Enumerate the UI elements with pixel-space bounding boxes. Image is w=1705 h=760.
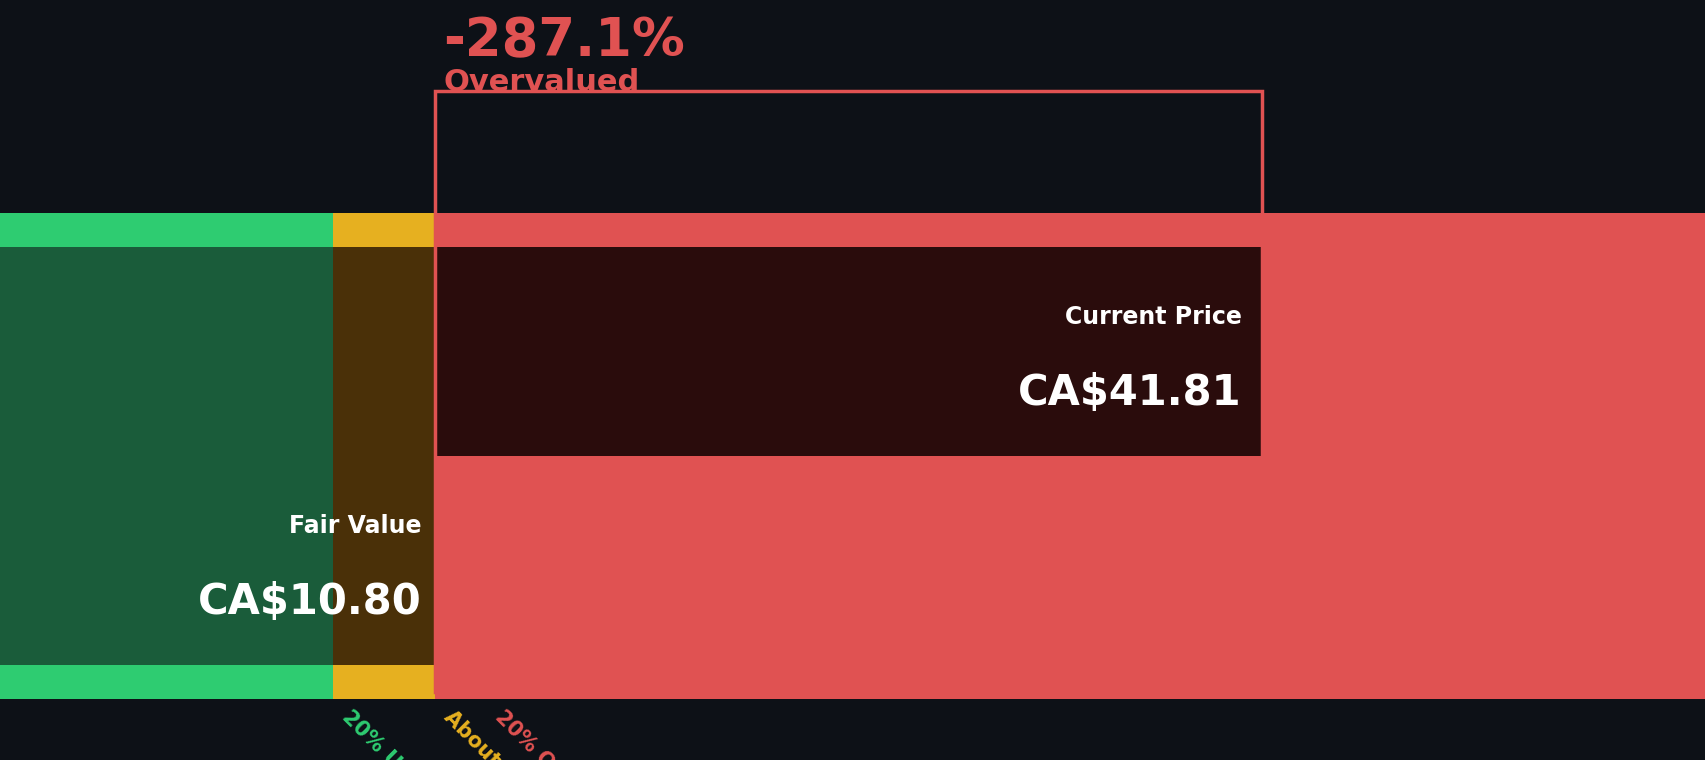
Text: Current Price: Current Price [1064, 306, 1241, 329]
Text: 20% Undervalued: 20% Undervalued [338, 707, 498, 760]
Bar [435, 91, 1262, 692]
Text: -287.1%: -287.1% [443, 15, 685, 67]
Text: 20% Overvalued: 20% Overvalued [491, 707, 641, 760]
Text: Fair Value: Fair Value [288, 515, 421, 538]
Bar [435, 247, 1262, 456]
Bar [0, 456, 332, 665]
Text: CA$10.80: CA$10.80 [198, 581, 421, 623]
Bar [435, 213, 1705, 699]
Text: CA$41.81: CA$41.81 [1018, 372, 1241, 414]
Bar [332, 213, 435, 699]
Bar [332, 247, 435, 456]
Text: About Right: About Right [440, 707, 554, 760]
Bar [332, 456, 435, 665]
Bar [0, 247, 332, 456]
Bar [0, 213, 332, 699]
Text: Overvalued: Overvalued [443, 68, 639, 97]
